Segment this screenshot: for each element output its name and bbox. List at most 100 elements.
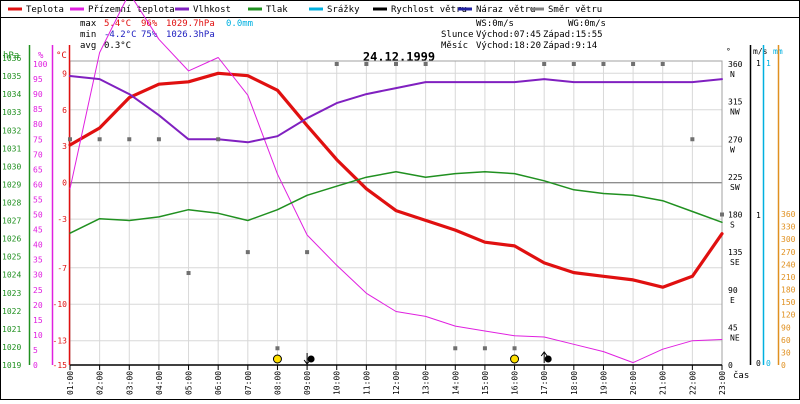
hum-tick-label: 85 (33, 105, 43, 114)
temp-tick-label: 6 (62, 106, 67, 115)
press-tick-label: 1022 (2, 307, 21, 316)
right-tick-label: 120 (781, 311, 796, 320)
hum-tick-label: 10 (33, 331, 43, 340)
wind-gust-info: WG:0m/s (568, 19, 606, 29)
x-tick-label: 19:00 (599, 371, 608, 395)
wind-direction-point (305, 250, 310, 255)
x-tick-label: 12:00 (392, 371, 401, 395)
dir-tick-name: NE (730, 333, 740, 342)
dir-tick-label: 180 (728, 211, 743, 220)
dir-tick-name: E (730, 296, 735, 305)
sun-rise: Východ:07:45 (476, 30, 541, 40)
right-tick-label: 360 (781, 210, 796, 219)
right-tick-label: 210 (781, 273, 796, 282)
x-tick-label: 21:00 (659, 371, 668, 395)
press-tick-label: 1026 (2, 235, 21, 244)
legend-label: Rychlost větru (391, 5, 467, 15)
dir-tick-label: 270 (728, 135, 743, 144)
temp-tick-label: -7 (57, 264, 67, 273)
x-tick-label: 06:00 (214, 371, 223, 395)
stats-max-temp: 5.4°C (104, 19, 131, 29)
legend-label: Náraz větru (476, 5, 536, 15)
wind-direction-point (453, 346, 458, 351)
dir-tick-label: 90 (728, 286, 738, 295)
x-tick-label: 09:00 (303, 371, 312, 395)
series-layer (68, 0, 724, 364)
hum-tick-label: 95 (33, 75, 43, 84)
legend-label: Směr větru (548, 5, 602, 15)
sun-marker (510, 354, 520, 364)
wind-direction-point (571, 62, 576, 66)
x-tick-label: 03:00 (125, 371, 134, 395)
hum-tick-label: 75 (33, 135, 43, 144)
wind-direction-point (156, 137, 161, 142)
right-tick-label: 330 (781, 223, 796, 232)
right-tick-label: 90 (781, 323, 791, 332)
wind-direction-point (631, 62, 636, 66)
stats-max-rain: 0.0mm (226, 19, 253, 29)
wind-direction-point (186, 271, 191, 276)
wind-direction-point (482, 346, 487, 351)
hum-tick-label: 60 (33, 180, 43, 189)
hum-tick-label: 25 (33, 286, 43, 295)
wind-tick-label: 1 (756, 211, 761, 220)
hum-tick-label: 55 (33, 195, 43, 204)
x-tick-label: 20:00 (629, 371, 638, 395)
wind-direction-point (364, 62, 369, 66)
wind-tick-label: 1 (756, 59, 761, 68)
astro-markers (272, 351, 552, 365)
wind-direction-point (245, 250, 250, 255)
press-tick-label: 1031 (2, 144, 21, 153)
temp-tick-label: 9 (62, 69, 67, 78)
series-line-přízemní-teplota (69, 0, 723, 364)
temp-tick-label: -10 (53, 300, 68, 309)
press-tick-label: 1024 (2, 271, 21, 280)
hum-axis-unit: % (38, 51, 44, 61)
right-tick-label: 30 (781, 348, 791, 357)
chart-title: 24.12.1999 (363, 50, 435, 64)
wind-direction-point (68, 137, 72, 142)
temp-tick-label: -13 (53, 337, 68, 346)
right-tick-label: 240 (781, 260, 796, 269)
dir-tick-label: 360 (728, 60, 743, 69)
wind-direction-point (97, 137, 102, 142)
wind-axis-unit: m/s (753, 47, 768, 56)
x-tick-label: 05:00 (185, 371, 194, 395)
temp-tick-label: -3 (57, 215, 67, 224)
press-tick-label: 1019 (2, 361, 21, 370)
x-tick-label: 08:00 (273, 371, 282, 395)
stats-avg-temp: 0.3°C (104, 41, 131, 51)
dir-tick-label: 225 (728, 173, 743, 182)
series-line-vlhkost (69, 75, 723, 144)
temp-axis-unit: °C (56, 51, 67, 61)
wind-direction-point (275, 346, 280, 351)
legend: Teplota Přízemní teplota Vlhkost Tlak Srážky… (0, 5, 800, 18)
wind-direction-point (601, 62, 606, 66)
dir-tick-name: W (730, 145, 735, 154)
arrow-up-icon (540, 351, 548, 357)
hum-tick-label: 5 (33, 346, 38, 355)
right-tick-label: 180 (781, 286, 796, 295)
hum-tick-label: 35 (33, 256, 43, 265)
moon-marker (544, 355, 552, 363)
moon-label: Měsíc (441, 41, 468, 51)
rain-tick-label: 0 (766, 359, 771, 368)
series-line-tlak (69, 171, 723, 234)
stats-avg-label: avg (80, 41, 96, 51)
dir-tick-label: 0 (728, 361, 733, 370)
x-tick-label: 16:00 (511, 371, 520, 395)
x-tick-label: 18:00 (570, 371, 579, 395)
sun-marker (272, 354, 282, 364)
dir-tick-label: 315 (728, 98, 743, 107)
dir-tick-name: N (730, 70, 735, 79)
stats-min-temp: -4.2°C (104, 30, 137, 40)
legend-label: Tlak (266, 5, 288, 15)
press-tick-label: 1034 (2, 90, 21, 99)
stats-max-label: max (80, 19, 97, 29)
right-tick-label: 270 (781, 248, 796, 257)
press-tick-label: 1027 (2, 217, 21, 226)
sun-set: Západ:15:55 (543, 30, 603, 40)
press-tick-label: 1032 (2, 126, 21, 135)
hum-tick-label: 90 (33, 90, 43, 99)
